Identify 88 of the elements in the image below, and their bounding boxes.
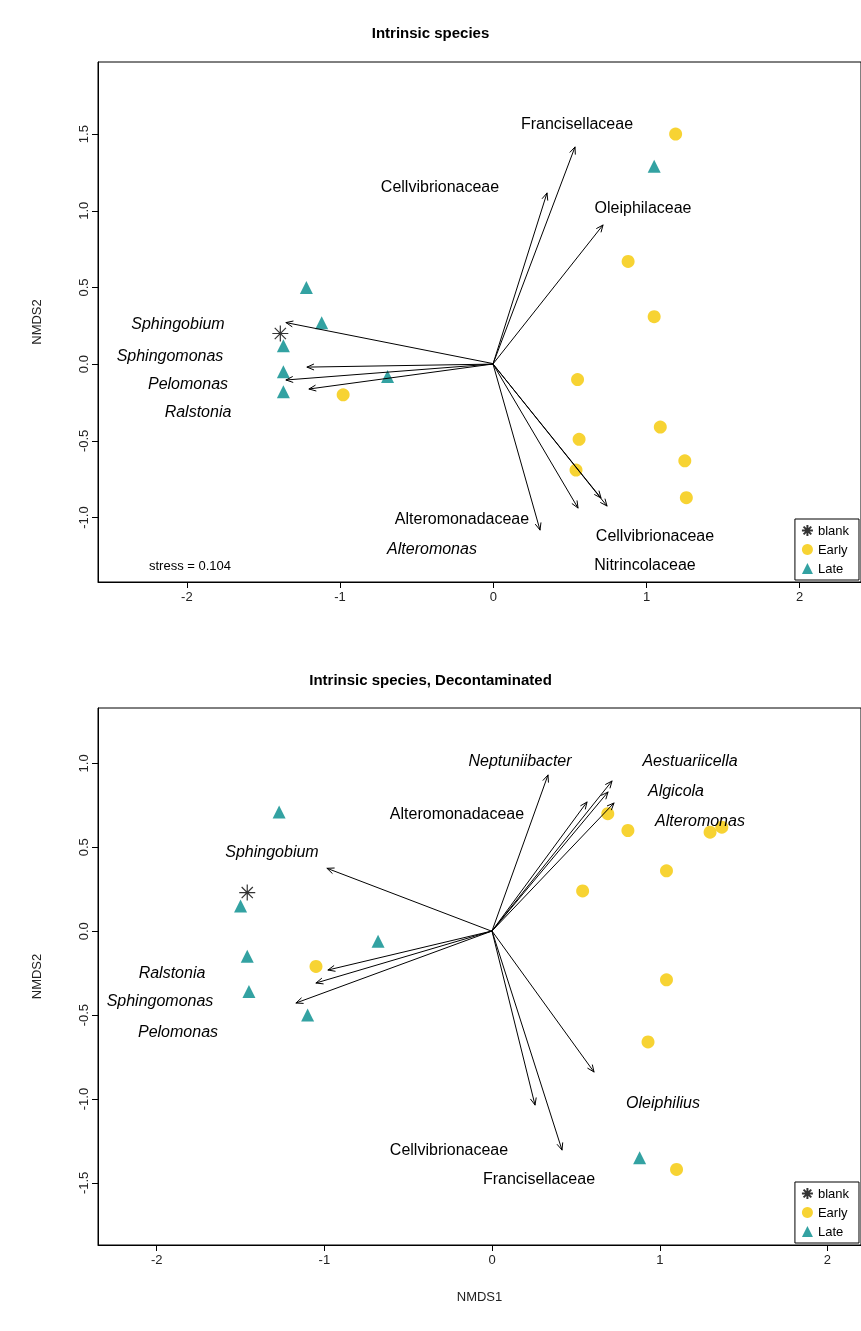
point [299,280,313,294]
point [272,805,286,819]
y-axis-title: NMDS2 [29,299,44,345]
point [621,254,635,268]
annotation: Nitrincolaceae [594,555,696,573]
annotation: Cellvibrionaceae [380,177,500,195]
point [309,959,323,973]
point [572,432,586,446]
legend-label: Early [817,1205,849,1220]
point [659,973,673,987]
point [703,825,717,839]
annotation: Alteromonas [386,539,477,557]
point [641,1035,655,1049]
annotation: stress = 0.104 [148,557,232,573]
x-axis-title: NMDS1 [456,1289,503,1304]
annotation: Ralstonia [138,963,206,981]
y-tick-label: 1.0 [76,201,91,220]
point [633,1151,647,1165]
annotation: Alteromonadaceae [394,509,530,527]
y-tick-label: 0.0 [76,922,91,941]
annotation: Algicola [646,781,705,799]
point [240,949,254,963]
annotation: Alteromonadaceae [389,804,525,822]
legend-label: Late [817,1224,844,1239]
annotation: Neptuniibacter [468,751,573,769]
point [653,420,667,434]
y-tick-label: -1.0 [76,506,91,529]
point [647,159,661,173]
y-tick-label: -1.5 [76,1171,91,1195]
y-tick-label: 1.5 [76,125,91,144]
x-tick-label: -1 [318,1252,331,1267]
legend-label: Early [817,542,849,557]
point [242,985,256,999]
x-tick-label: 0 [489,589,497,604]
annotation: Sphingobium [131,314,225,332]
y-tick-label: 1.0 [76,754,91,773]
chart-title: Intrinsic species [371,24,490,41]
point [621,824,635,837]
annotation: Aestuariicella [641,751,738,769]
x-tick-label: 2 [796,589,804,604]
point [276,365,290,379]
point [678,454,692,468]
annotation: Alteromonas [654,811,745,829]
x-tick-label: -2 [181,589,193,604]
point [271,324,289,343]
x-tick-label: 1 [642,589,651,604]
x-tick-label: 0 [488,1252,496,1267]
annotation: Ralstonia [164,402,232,420]
legend-label: Late [817,561,844,576]
legend-label: blank [817,1186,850,1201]
point [276,385,290,399]
point [301,1008,315,1022]
annotation: Pelomonas [137,1022,219,1040]
annotation: Cellvibrionaceae [389,1140,509,1158]
point [679,491,693,505]
point [571,373,585,387]
y-tick-label: 0.5 [76,838,91,857]
point [659,864,673,878]
y-axis-title: NMDS2 [29,953,44,1000]
y-tick-label: -1.0 [76,1087,91,1111]
point [238,883,256,902]
point [647,310,661,324]
annotation: Sphingomonas [106,991,214,1009]
chart-title: Intrinsic species, Decontaminated [309,671,552,688]
point [669,127,683,141]
point [234,899,248,913]
y-tick-label: -0.5 [76,1003,91,1027]
legend-label: blank [817,523,850,538]
x-tick-label: -1 [334,589,346,604]
annotation: Pelomonas [147,374,229,392]
y-tick-label: -0.5 [76,429,91,453]
annotation: Francisellaceae [520,114,634,132]
annotation: Oleiphilaceae [594,198,692,216]
annotation: Oleiphilius [626,1093,700,1111]
annotation: Francisellaceae [482,1169,596,1187]
point [576,884,590,898]
annotation: Sphingomonas [116,346,224,364]
y-tick-label: 0.5 [76,278,91,297]
point [371,934,385,948]
point [336,388,350,402]
x-tick-label: 1 [656,1252,664,1267]
annotation: Cellvibrionaceae [595,526,715,544]
point [670,1162,684,1176]
annotation: Sphingobium [225,842,319,860]
point [276,339,290,353]
x-tick-label: 2 [823,1252,832,1267]
y-tick-label: 0.0 [76,355,91,374]
x-tick-label: -2 [150,1252,163,1267]
